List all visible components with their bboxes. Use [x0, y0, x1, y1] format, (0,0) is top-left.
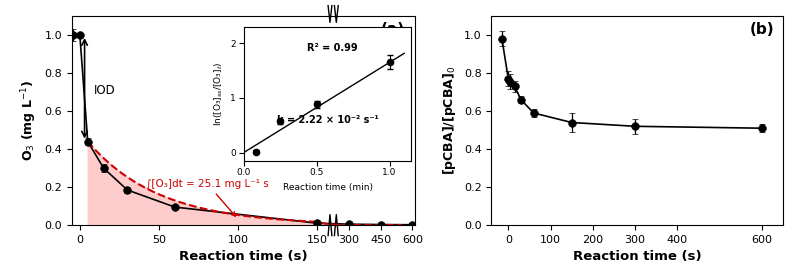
Text: IOD: IOD: [94, 84, 116, 97]
X-axis label: Reaction time (min): Reaction time (min): [283, 183, 372, 192]
Y-axis label: ln([O₃]$_{ss}$/[O₃]$_t$): ln([O₃]$_{ss}$/[O₃]$_t$): [213, 61, 225, 126]
Text: R² = 0.99: R² = 0.99: [308, 43, 358, 53]
Text: (b): (b): [749, 22, 774, 37]
Text: (a): (a): [381, 22, 405, 37]
Y-axis label: [pCBA]/[pCBA]$_0$: [pCBA]/[pCBA]$_0$: [441, 66, 459, 175]
Text: ∫[O₃]dt = 25.1 mg L⁻¹ s: ∫[O₃]dt = 25.1 mg L⁻¹ s: [146, 179, 269, 216]
Y-axis label: O$_3$ (mg L$^{-1}$): O$_3$ (mg L$^{-1}$): [19, 80, 39, 161]
X-axis label: Reaction time (s): Reaction time (s): [573, 250, 702, 263]
X-axis label: Reaction time (s): Reaction time (s): [180, 250, 308, 263]
Text: k = 2.22 × 10⁻² s⁻¹: k = 2.22 × 10⁻² s⁻¹: [277, 115, 379, 125]
